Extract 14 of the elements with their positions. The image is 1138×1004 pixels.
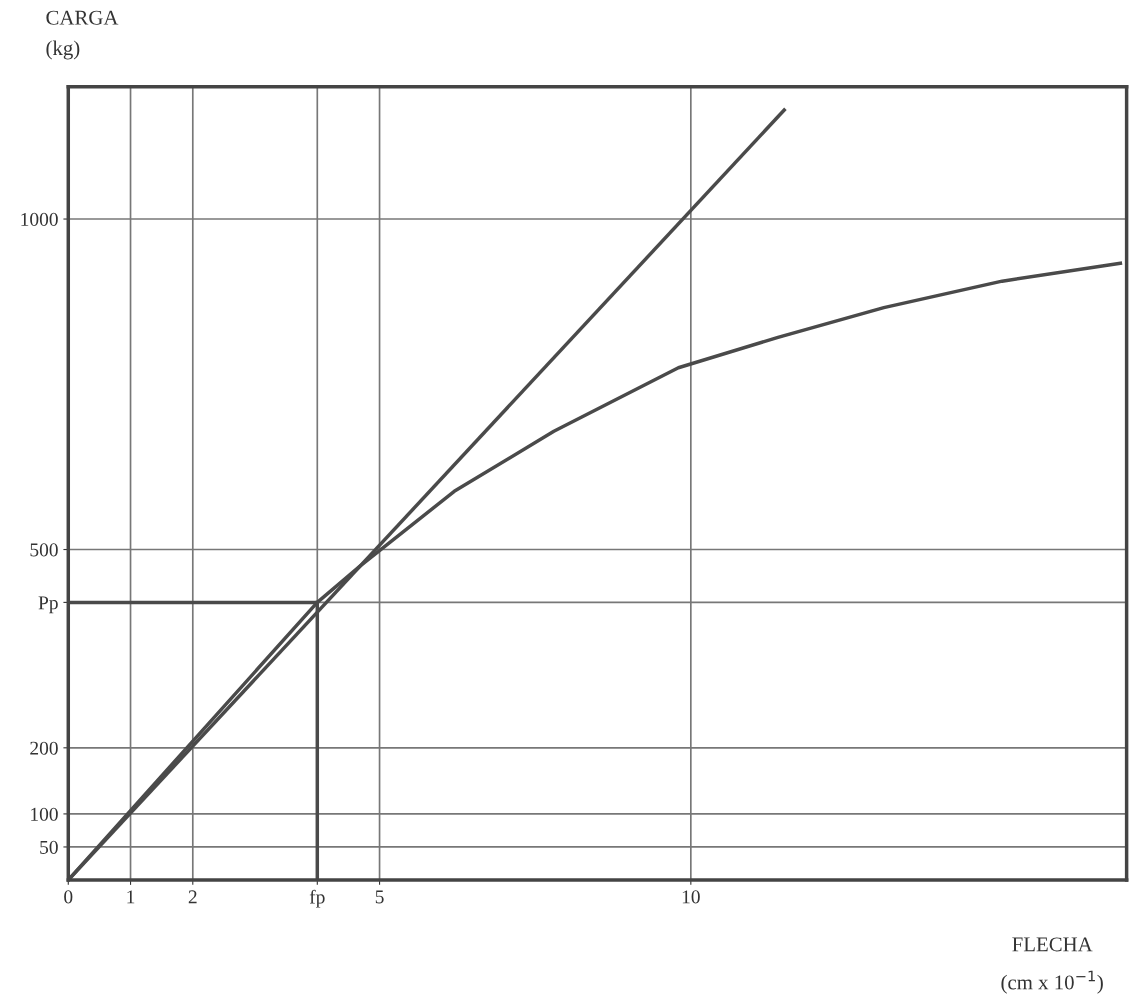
y-tick-label: 500 bbox=[30, 543, 58, 557]
x-tick-label: 0 bbox=[64, 890, 73, 904]
y-tick-label: 100 bbox=[31, 807, 58, 821]
x-tick-label: 2 bbox=[188, 890, 197, 904]
y-tick-label: 50 bbox=[40, 840, 58, 854]
x-tick-label: 5 bbox=[375, 890, 384, 904]
x-tick-label: fp bbox=[309, 889, 325, 908]
y-tick-label: Pp bbox=[38, 596, 58, 614]
x-tick-label: 10 bbox=[682, 890, 700, 904]
x-axis-title: FLECHA (cm x 10$^{−1}$) bbox=[1001, 937, 1103, 994]
y-tick-label: 1000 bbox=[21, 212, 58, 226]
y-tick-label: 200 bbox=[30, 741, 58, 755]
x-tick-label: 1 bbox=[127, 890, 135, 904]
y-axis-title: CARGA (kg) bbox=[46, 10, 119, 60]
